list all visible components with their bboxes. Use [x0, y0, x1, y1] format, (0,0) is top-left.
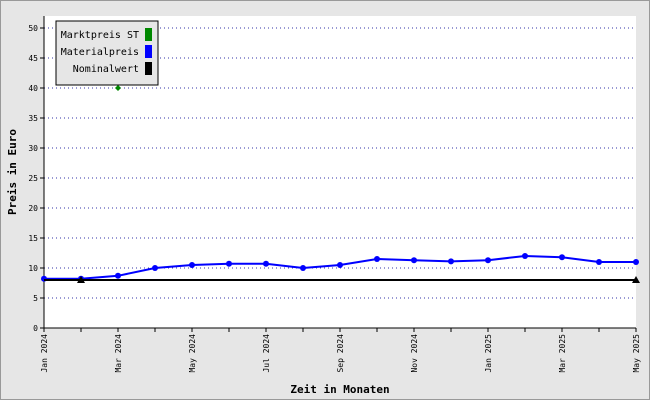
legend-label: Marktpreis ST — [61, 30, 139, 41]
y-tick-label: 0 — [33, 324, 38, 333]
data-point — [226, 260, 232, 267]
y-tick-label: 30 — [28, 144, 38, 153]
x-tick-label: Nov 2024 — [410, 334, 419, 373]
legend: Marktpreis ST Materialpreis Nominalwert — [55, 20, 159, 86]
data-point — [374, 256, 380, 262]
legend-swatch — [145, 62, 152, 75]
data-point — [300, 265, 306, 271]
y-tick-label: 45 — [28, 54, 38, 63]
data-point — [152, 265, 158, 271]
y-axis-title: Preis in Euro — [6, 129, 19, 215]
y-tick-label: 20 — [28, 204, 38, 213]
data-point — [448, 258, 454, 265]
x-tick-label: Mar 2024 — [114, 334, 123, 373]
x-tick-label: Mar 2025 — [558, 334, 567, 373]
legend-swatch — [145, 45, 152, 58]
x-tick-label: Sep 2024 — [336, 334, 345, 373]
y-tick-label: 10 — [28, 264, 38, 273]
legend-box — [55, 20, 159, 86]
y-tick-label: 25 — [28, 174, 38, 183]
y-tick-label: 15 — [28, 234, 38, 243]
data-point — [411, 257, 417, 264]
y-axis-ticks: 0 5 10 15 20 25 30 35 40 45 50 — [28, 24, 44, 333]
y-tick-label: 35 — [28, 114, 38, 123]
data-point — [485, 257, 491, 264]
x-tick-label: Jan 2024 — [40, 334, 49, 373]
x-tick-label: May 2024 — [188, 334, 197, 373]
x-tick-label: Jul 2024 — [262, 334, 271, 373]
data-point — [115, 85, 121, 91]
series-layer — [41, 85, 640, 283]
legend-label: Nominalwert — [73, 64, 139, 75]
y-tick-label: 5 — [33, 294, 38, 303]
x-axis-ticks: Jan 2024 Mar 2024 May 2024 Jul 2024 Sep 2024… — [40, 328, 641, 373]
legend-swatch — [145, 28, 152, 41]
data-point — [189, 262, 195, 268]
data-point — [633, 259, 639, 265]
data-point — [115, 272, 121, 279]
x-axis-title: Zeit in Monaten — [290, 383, 389, 396]
data-point — [559, 254, 565, 261]
y-tick-label: 40 — [28, 84, 38, 93]
data-point — [596, 259, 602, 265]
y-tick-label: 50 — [28, 24, 38, 33]
data-point — [337, 262, 343, 268]
legend-label: Materialpreis — [61, 47, 139, 58]
data-point — [522, 253, 528, 259]
data-point — [263, 260, 269, 267]
data-point — [632, 276, 640, 283]
x-tick-label: Jan 2025 — [484, 334, 493, 373]
data-point — [77, 276, 85, 283]
x-tick-label: May 2025 — [632, 334, 641, 373]
